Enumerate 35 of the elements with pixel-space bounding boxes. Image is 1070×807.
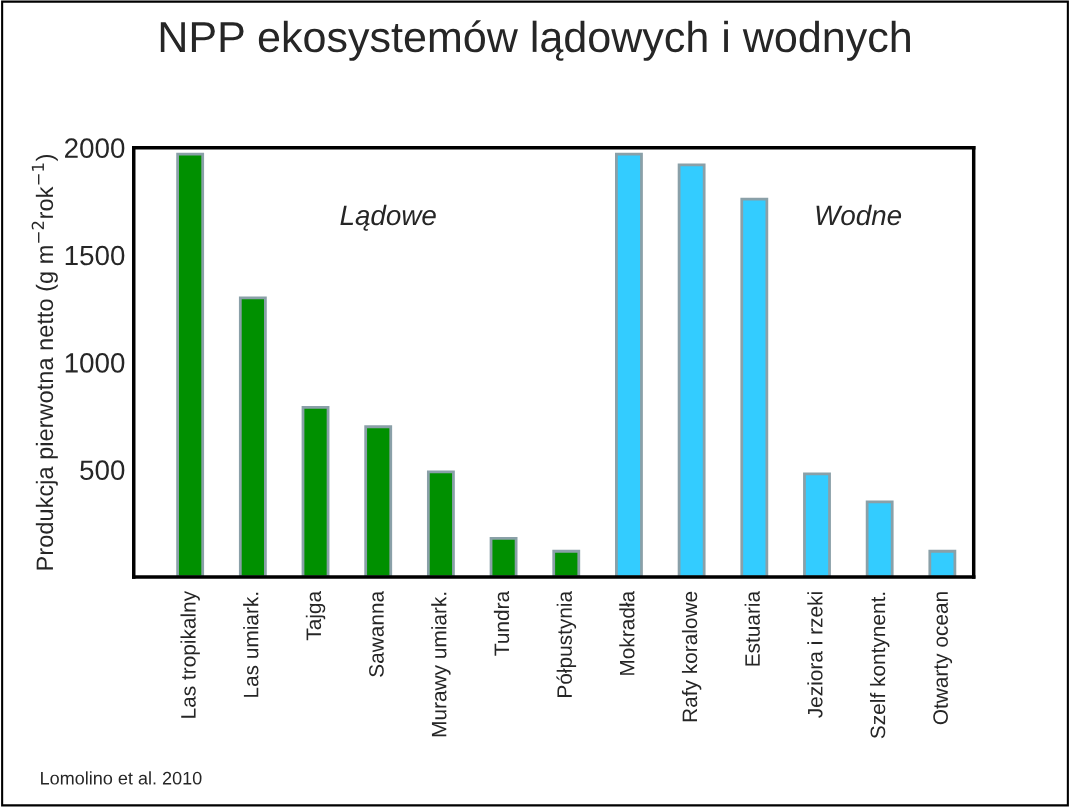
bar <box>426 470 455 577</box>
bar <box>301 406 330 577</box>
bar <box>803 472 831 577</box>
x-tick-label: Mokradła <box>619 590 635 675</box>
bar <box>552 549 581 577</box>
bar <box>677 163 706 577</box>
chart-title: NPP ekosystemów lądowych i wodnych <box>160 20 910 61</box>
x-tick-label: Otwarty ocean <box>933 592 953 725</box>
x-tick-label: Las tropikalny <box>180 590 200 718</box>
bar <box>615 152 643 577</box>
x-tick-label: Półpustynia <box>556 590 577 697</box>
x-tick-label: Tundra <box>493 590 510 656</box>
x-tick-label: Tajga <box>305 590 326 641</box>
x-tick-label: Sawanna <box>369 590 384 677</box>
bar <box>489 536 518 577</box>
annotation: Wodne <box>816 204 902 226</box>
y-tick-label: 1000 <box>65 353 125 373</box>
text: Lomolino et al. 2010 <box>41 771 202 785</box>
bar <box>176 152 205 577</box>
bar <box>865 500 894 577</box>
y-tick-label: 1500 <box>65 245 125 266</box>
bar <box>740 197 769 577</box>
annotation: Lądowe <box>340 204 436 231</box>
x-tick-label: Murawy umiark. <box>431 592 451 737</box>
y-tick-label: 2000 <box>65 138 125 159</box>
bar <box>364 425 393 577</box>
y-axis-title: Produkcja pierwotna netto (g m$^{−2}$rok$^{−1}$) <box>31 154 58 570</box>
y-tick-label: 500 <box>80 460 125 481</box>
x-tick-label: Szelf kontynent. <box>869 592 890 739</box>
x-tick-label: Estuaria <box>744 590 760 666</box>
x-tick-label: Rafy koralowe <box>681 591 702 722</box>
x-tick-label: Jeziora i rzeki <box>807 592 823 718</box>
bar <box>928 549 957 577</box>
x-tick-label: Las umiark. <box>243 592 259 697</box>
bar <box>238 296 267 577</box>
